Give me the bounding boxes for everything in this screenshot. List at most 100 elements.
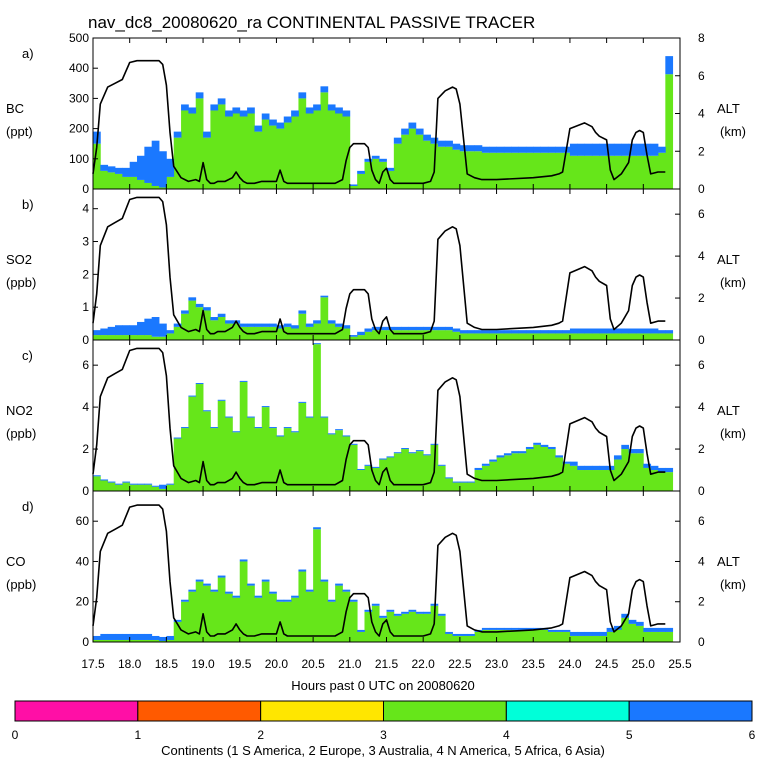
bar: [599, 328, 608, 334]
bar: [496, 457, 505, 491]
bar: [474, 631, 483, 642]
bar: [562, 333, 571, 340]
bar: [540, 446, 549, 491]
bar: [555, 629, 563, 632]
bar: [467, 145, 475, 152]
bar: [423, 454, 431, 456]
bar: [481, 627, 490, 630]
bar: [225, 110, 233, 117]
bar: [459, 481, 468, 483]
colorbar-tick-label: 0: [12, 728, 19, 742]
bar: [379, 330, 387, 340]
bar: [599, 333, 608, 340]
bar: [591, 465, 600, 471]
colorbar-tick-label: 2: [257, 728, 264, 742]
bar: [261, 407, 270, 491]
bar: [122, 325, 131, 336]
bar: [459, 330, 468, 334]
panel-letter: a): [22, 46, 34, 61]
panel-alt-label: ALT: [717, 554, 740, 569]
bar: [159, 187, 167, 189]
bar: [562, 461, 571, 464]
panel-alt-unit: (km): [720, 426, 746, 441]
bar: [327, 323, 336, 340]
bar: [569, 635, 578, 642]
bar: [379, 617, 387, 642]
bar: [298, 92, 307, 99]
bar: [401, 611, 409, 614]
bar: [657, 627, 666, 632]
bar: [533, 333, 541, 340]
bar: [452, 633, 461, 636]
bar: [393, 453, 402, 491]
bar: [371, 158, 380, 189]
bar: [181, 313, 189, 340]
bar: [650, 631, 659, 642]
bar: [195, 307, 204, 340]
bar: [151, 485, 160, 487]
bar: [577, 465, 586, 471]
bar: [657, 472, 666, 491]
bar: [283, 601, 292, 642]
bar: [298, 401, 307, 403]
bar: [401, 326, 409, 331]
bar: [577, 631, 586, 636]
bar: [173, 621, 182, 642]
bar: [511, 629, 519, 642]
x-tick-label: 23.5: [522, 657, 546, 671]
bar: [562, 463, 571, 491]
bar: [151, 486, 160, 491]
bar: [518, 330, 527, 334]
colorbar-tick-label: 6: [749, 728, 756, 742]
bar: [423, 330, 431, 340]
bar: [173, 137, 182, 189]
bar: [335, 585, 343, 642]
bar: [525, 330, 534, 334]
bar: [137, 321, 145, 336]
bar: [467, 482, 475, 491]
bar: [320, 581, 329, 642]
bar: [100, 480, 109, 491]
bar: [151, 317, 160, 337]
panel-species: NO2: [6, 403, 33, 418]
bar: [247, 323, 255, 327]
bar: [181, 427, 189, 429]
bar: [181, 110, 189, 189]
bar: [606, 631, 615, 642]
bar: [313, 104, 321, 111]
colorbar-tick-label: 1: [134, 728, 141, 742]
bar: [144, 335, 153, 340]
bar: [584, 635, 593, 642]
panel-co: 0 20 40 60 0 2 4 6 d) CO (ppb) ALT (km): [6, 490, 746, 649]
bar: [93, 639, 101, 642]
x-tick-label: 17.5: [81, 657, 105, 671]
y-tick-label: 20: [76, 595, 90, 609]
bar: [540, 330, 549, 334]
panel-alt-unit: (km): [720, 124, 746, 139]
bar: [327, 104, 336, 111]
bar: [364, 158, 373, 162]
bar: [525, 629, 534, 642]
bar: [379, 459, 387, 491]
bar: [283, 323, 292, 327]
bar: [313, 527, 321, 530]
bar: [320, 417, 329, 491]
bar: [401, 613, 409, 642]
bar: [386, 611, 395, 642]
bar: [547, 629, 556, 632]
bar: [122, 639, 131, 642]
bar: [408, 122, 417, 129]
bar: [342, 589, 351, 592]
bar: [247, 113, 255, 189]
x-tick-label: 25.5: [668, 657, 692, 671]
bar: [393, 613, 402, 616]
bar: [210, 110, 219, 189]
bar: [606, 143, 615, 156]
alt-tick-label: 6: [698, 514, 705, 528]
y-tick-label: 0: [82, 635, 89, 649]
bar: [584, 465, 593, 471]
bar: [613, 328, 622, 334]
bar: [628, 333, 637, 340]
bar: [261, 119, 270, 189]
bar: [599, 631, 608, 636]
